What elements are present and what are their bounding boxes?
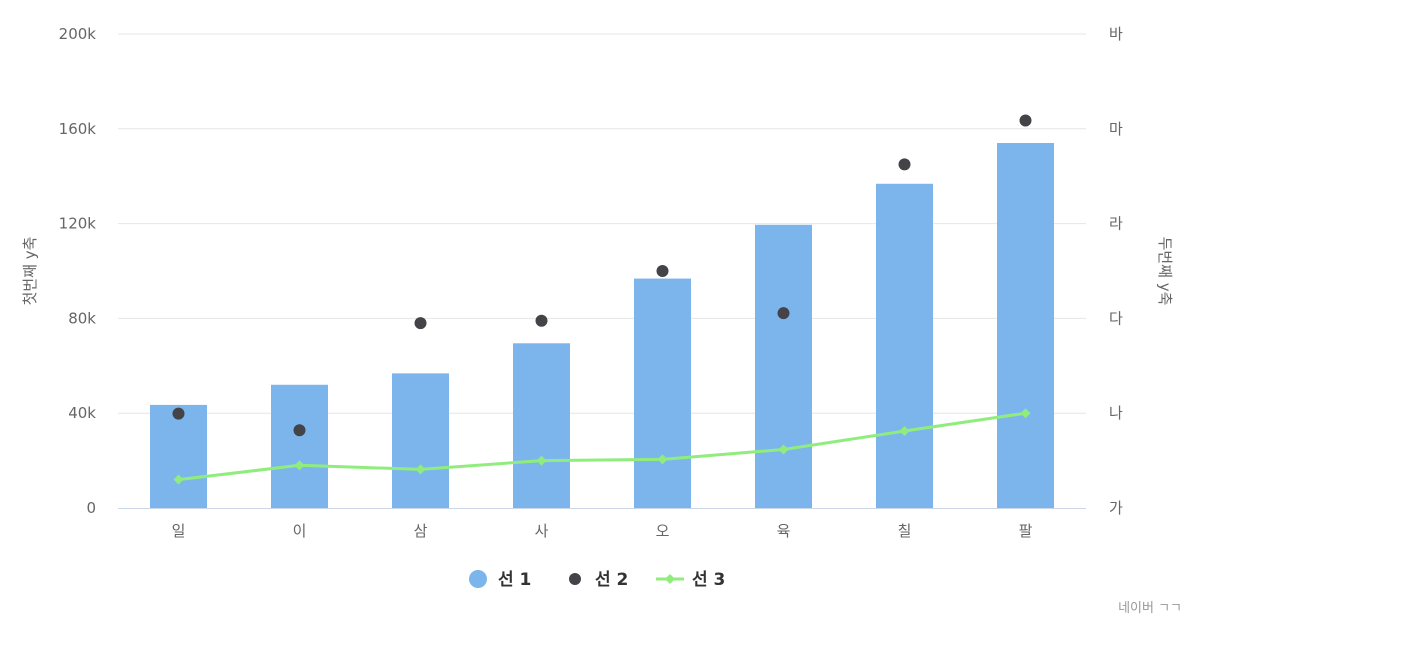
bar[interactable] (271, 384, 328, 508)
scatter-point[interactable] (1019, 114, 1032, 127)
y-right-tick-label: 마 (1109, 120, 1123, 138)
x-tick-label: 팔 (1019, 522, 1033, 540)
y-left-tick-label: 160k (59, 120, 97, 138)
axes: 0 40k 80k 120k 160k 200k 가 나 다 라 마 바일 이 삼 사 오 육 칠 팔 (59, 25, 1123, 540)
scatter-point[interactable] (414, 317, 427, 330)
legend-label: 선 2 (595, 570, 628, 590)
x-tick-label: 이 (293, 522, 307, 540)
legend-symbol-circle-icon (469, 570, 487, 588)
bar[interactable] (513, 343, 570, 508)
line-series (173, 408, 1031, 485)
line-point-diamond[interactable] (536, 455, 547, 466)
legend-symbol-dot-icon (569, 573, 581, 585)
legend-item-series-2[interactable]: 선 2 (569, 570, 628, 590)
legend-label: 선 1 (498, 570, 531, 590)
y-left-tick-label: 80k (68, 309, 96, 327)
scatter-point[interactable] (656, 265, 669, 277)
line-point-diamond[interactable] (899, 425, 910, 436)
bar[interactable] (634, 278, 691, 508)
y-right-tick-label: 바 (1109, 25, 1123, 43)
line-point-diamond[interactable] (778, 444, 789, 455)
y-left-axis-title: 첫번째 y축 (21, 237, 39, 306)
y-right-tick-label: 나 (1109, 404, 1123, 422)
legend: 선 1 선 2 선 3 (469, 570, 725, 590)
x-tick-label: 칠 (898, 522, 912, 540)
y-left-tick-label: 120k (59, 215, 97, 233)
legend-item-series-1[interactable]: 선 1 (469, 570, 531, 590)
x-tick-label: 삼 (414, 522, 428, 540)
bar[interactable] (392, 373, 449, 508)
x-tick-label: 육 (777, 522, 791, 540)
y-right-tick-label: 가 (1109, 499, 1123, 517)
series-line[interactable] (177, 411, 1027, 482)
bar[interactable] (997, 143, 1054, 508)
line-point-diamond[interactable] (657, 454, 668, 465)
y-left-tick-label: 200k (59, 25, 97, 43)
scatter-point[interactable] (172, 407, 185, 420)
y-left-tick-label: 0 (86, 499, 96, 517)
x-tick-label: 사 (535, 522, 549, 540)
x-tick-label: 일 (172, 522, 186, 540)
line-point-diamond[interactable] (173, 474, 184, 485)
line-point-diamond[interactable] (294, 460, 305, 471)
x-tick-label: 오 (656, 522, 670, 540)
y-right-tick-label: 라 (1109, 215, 1123, 233)
bar-series (150, 143, 1054, 508)
scatter-point[interactable] (777, 307, 790, 320)
chart-credit-link[interactable]: 네이버 ㄱㄱ (1118, 601, 1182, 616)
gridlines (118, 33, 1086, 414)
legend-label: 선 3 (692, 570, 725, 590)
bar[interactable] (150, 404, 207, 508)
bar[interactable] (755, 224, 812, 508)
bar[interactable] (876, 183, 933, 508)
y-right-axis-title: 두번째 y축 (1156, 237, 1174, 306)
y-left-tick-label: 40k (68, 404, 96, 422)
scatter-point[interactable] (535, 314, 548, 327)
scatter-point[interactable] (898, 158, 911, 171)
legend-item-series-3[interactable]: 선 3 (656, 570, 725, 590)
line-point-diamond[interactable] (415, 464, 426, 475)
scatter-point[interactable] (293, 424, 306, 437)
y-right-tick-label: 다 (1109, 309, 1123, 327)
line-point-diamond[interactable] (1020, 408, 1031, 419)
scatter-series (172, 114, 1032, 437)
legend-symbol-diamond-icon (665, 574, 675, 584)
